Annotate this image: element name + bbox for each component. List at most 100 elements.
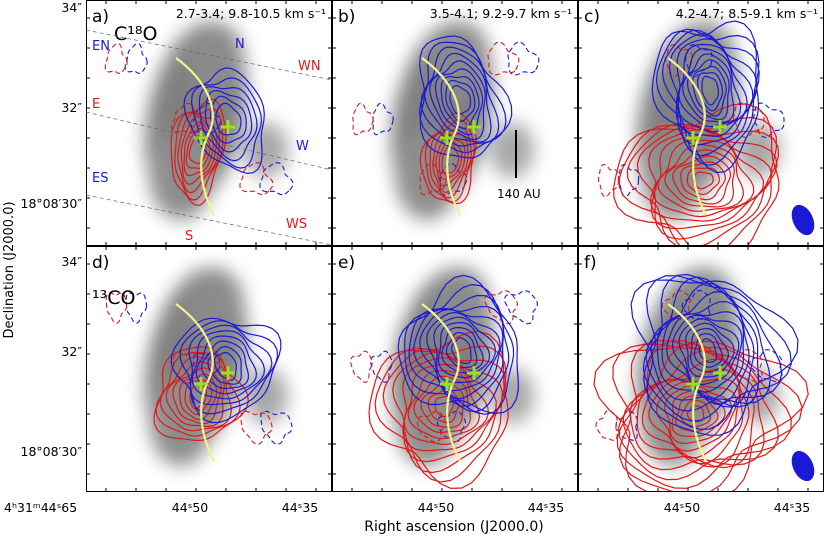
panel-e: e) bbox=[332, 246, 578, 492]
grey-emission bbox=[145, 267, 288, 466]
red-contour bbox=[664, 384, 733, 445]
red-contour bbox=[402, 357, 497, 452]
red-contour bbox=[165, 361, 225, 428]
blue-contour bbox=[426, 311, 501, 392]
yellow-curve bbox=[421, 303, 461, 462]
direction-label-ws: WS bbox=[286, 217, 307, 232]
blue-dashed-contour bbox=[372, 102, 394, 136]
blue-contour bbox=[651, 20, 760, 174]
panel-e-content bbox=[350, 267, 538, 490]
panel-b: b) 3.5-4.1; 9.2-9.7 km s⁻¹ bbox=[332, 0, 578, 246]
panel-a-content bbox=[104, 21, 294, 220]
beam-ellipse bbox=[791, 450, 815, 482]
blue-contour bbox=[441, 327, 484, 374]
blue-contour bbox=[678, 318, 740, 386]
blue-contour bbox=[437, 322, 490, 379]
panel-letter: e) bbox=[338, 253, 355, 273]
blue-contour bbox=[682, 53, 735, 123]
red-contour bbox=[650, 134, 765, 222]
grey-blob bbox=[188, 268, 244, 344]
velocity-label: 2.7-3.4; 9.8-10.5 km s⁻¹ bbox=[176, 6, 326, 21]
red-dashed-contour bbox=[597, 164, 620, 198]
red-contour bbox=[657, 143, 744, 212]
red-contour bbox=[172, 367, 222, 425]
beam-ellipse bbox=[791, 204, 815, 236]
blue-contour bbox=[413, 305, 505, 407]
red-contour bbox=[672, 155, 732, 205]
x-tick-label: 44ˢ50 bbox=[664, 500, 701, 515]
blue-contour bbox=[420, 46, 500, 147]
scale-bar-label: 140 AU bbox=[497, 187, 541, 201]
red-contour bbox=[626, 123, 780, 246]
red-contour bbox=[407, 369, 481, 440]
red-contour bbox=[159, 356, 232, 432]
blue-contour bbox=[198, 86, 258, 162]
red-contour bbox=[413, 375, 472, 433]
x-tick-label: 44ˢ50 bbox=[418, 500, 455, 515]
scale-bar: 140 AU bbox=[497, 130, 541, 201]
blue-contour bbox=[698, 338, 718, 363]
star-marker bbox=[713, 120, 727, 134]
red-contour bbox=[664, 149, 735, 208]
blue-contour bbox=[440, 75, 480, 130]
x-tick-label: 44ˢ35 bbox=[282, 500, 318, 515]
blue-contour bbox=[408, 294, 510, 413]
blue-contour bbox=[449, 84, 472, 115]
red-contour bbox=[435, 135, 466, 187]
panel-letter: b) bbox=[338, 7, 355, 27]
red-contour bbox=[680, 399, 712, 428]
panel-d: d) bbox=[86, 246, 332, 492]
blue-contour bbox=[191, 330, 266, 400]
star-marker bbox=[713, 366, 727, 380]
blue-contour bbox=[692, 65, 727, 117]
blue-contour bbox=[445, 79, 476, 123]
red-dashed-contour bbox=[350, 350, 373, 383]
blue-contour bbox=[190, 77, 263, 169]
red-contour bbox=[174, 108, 224, 201]
yellow-curve bbox=[667, 57, 707, 216]
red-dashed-contour bbox=[239, 162, 274, 196]
panel-c-content bbox=[597, 20, 815, 246]
red-contour bbox=[686, 167, 720, 196]
blue-contour bbox=[419, 308, 504, 400]
grey-blob bbox=[244, 368, 288, 424]
star-marker bbox=[686, 377, 700, 391]
star-marker bbox=[686, 131, 700, 145]
direction-label-w: W bbox=[296, 139, 309, 154]
grey-blob bbox=[490, 122, 534, 178]
red-contour bbox=[636, 358, 750, 468]
red-contour bbox=[686, 404, 705, 423]
grey-blob bbox=[244, 122, 288, 178]
blue-contour bbox=[183, 67, 265, 175]
red-contour bbox=[368, 330, 509, 490]
grey-blob bbox=[490, 368, 534, 424]
panel-frame bbox=[332, 246, 578, 492]
red-contour bbox=[438, 139, 463, 180]
blue-contour bbox=[434, 68, 484, 136]
blue-contour bbox=[424, 52, 492, 143]
star-marker bbox=[440, 377, 454, 391]
x-tick-label: 44ˢ50 bbox=[172, 500, 209, 515]
blue-contour bbox=[630, 279, 799, 436]
blue-contour bbox=[188, 324, 273, 406]
blue-contour bbox=[451, 337, 472, 365]
panel-letter: d) bbox=[92, 253, 109, 273]
red-contour bbox=[612, 343, 803, 492]
yellow-curve bbox=[421, 57, 461, 216]
star-marker bbox=[467, 120, 481, 134]
yellow-curve bbox=[175, 57, 215, 216]
red-contour bbox=[382, 348, 507, 474]
red-contour bbox=[656, 380, 738, 452]
direction-label-es: ES bbox=[92, 171, 108, 186]
panel-a: a) 2.7-3.4; 9.8-10.5 km s⁻¹ bbox=[86, 0, 332, 246]
panel-b-content bbox=[352, 21, 540, 220]
red-dashed-contour bbox=[352, 102, 374, 136]
blue-contour bbox=[643, 275, 792, 430]
star-marker bbox=[221, 120, 235, 134]
blue-contour bbox=[433, 316, 497, 384]
red-contour bbox=[622, 343, 765, 471]
red-dashed-contour bbox=[105, 292, 128, 324]
star-marker bbox=[467, 366, 481, 380]
panel-frame bbox=[578, 0, 824, 246]
direction-label-wn: WN bbox=[298, 59, 321, 74]
